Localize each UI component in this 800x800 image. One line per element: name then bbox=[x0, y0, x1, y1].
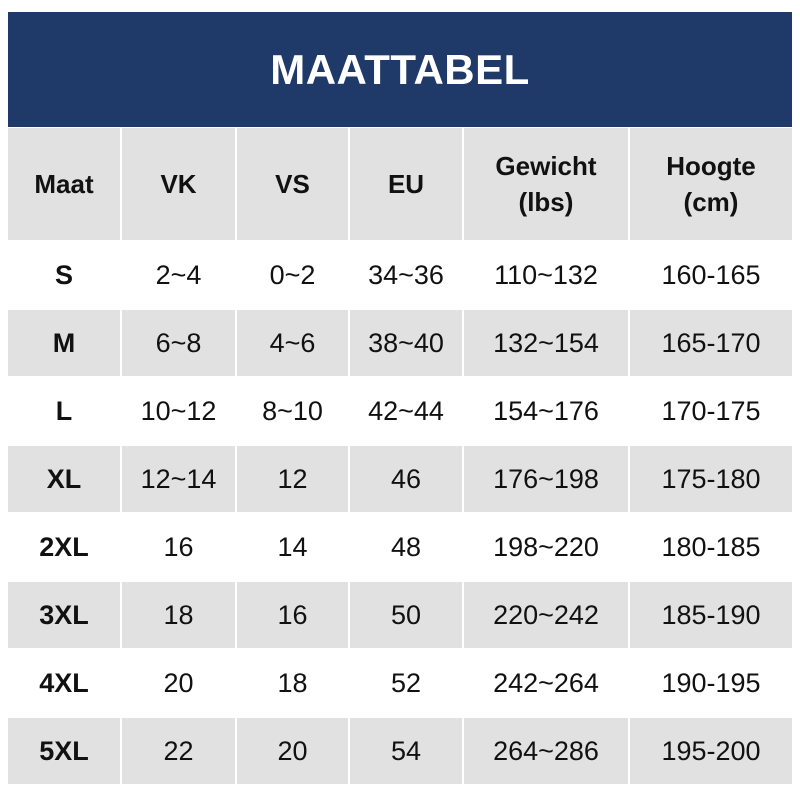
table-cell: 176~198 bbox=[464, 446, 628, 512]
table-cell: 20 bbox=[237, 718, 348, 784]
table-cell: 195-200 bbox=[630, 718, 792, 784]
table-cell: 12~14 bbox=[122, 446, 235, 512]
table-cell: 175-180 bbox=[630, 446, 792, 512]
size-label: 5XL bbox=[8, 718, 120, 784]
table-row: 5XL 22 20 54 264~286 195-200 bbox=[8, 718, 792, 784]
table-cell: 18 bbox=[122, 582, 235, 648]
table-body: S 2~4 0~2 34~36 110~132 160-165 M 6~8 4~6 38~40 13… bbox=[8, 242, 792, 784]
table-cell: 16 bbox=[122, 514, 235, 580]
table-cell: 54 bbox=[350, 718, 462, 784]
table-cell: 12 bbox=[237, 446, 348, 512]
size-table: Maat VK VS EU Gewicht (lbs) Hoogte (cm) S 2~4 0… bbox=[6, 126, 794, 786]
column-header-text: Gewicht (lbs) bbox=[495, 151, 597, 217]
table-cell: 242~264 bbox=[464, 650, 628, 716]
size-label: 3XL bbox=[8, 582, 120, 648]
table-cell: 38~40 bbox=[350, 310, 462, 376]
table-row: 4XL 20 18 52 242~264 190-195 bbox=[8, 650, 792, 716]
size-label: 4XL bbox=[8, 650, 120, 716]
size-label: L bbox=[8, 378, 120, 444]
column-header-text: Hoogte (cm) bbox=[666, 151, 756, 217]
header-banner: MAATTABEL bbox=[8, 12, 792, 127]
table-cell: 52 bbox=[350, 650, 462, 716]
table-cell: 198~220 bbox=[464, 514, 628, 580]
column-header: Maat bbox=[8, 128, 120, 240]
table-cell: 4~6 bbox=[237, 310, 348, 376]
table-row: L 10~12 8~10 42~44 154~176 170-175 bbox=[8, 378, 792, 444]
table-row: XL 12~14 12 46 176~198 175-180 bbox=[8, 446, 792, 512]
column-header-text: EU bbox=[387, 169, 425, 199]
size-label: M bbox=[8, 310, 120, 376]
table-cell: 110~132 bbox=[464, 242, 628, 308]
table-row: 2XL 16 14 48 198~220 180-185 bbox=[8, 514, 792, 580]
header-row: Maat VK VS EU Gewicht (lbs) Hoogte (cm) bbox=[8, 128, 792, 240]
table-cell: 6~8 bbox=[122, 310, 235, 376]
column-header-text: VS bbox=[275, 169, 310, 199]
column-header: VS bbox=[237, 128, 348, 240]
column-header-text: VK bbox=[160, 169, 197, 199]
table-cell: 190-195 bbox=[630, 650, 792, 716]
table-cell: 180-185 bbox=[630, 514, 792, 580]
table-cell: 14 bbox=[237, 514, 348, 580]
table-cell: 165-170 bbox=[630, 310, 792, 376]
table-cell: 0~2 bbox=[237, 242, 348, 308]
title: MAATTABEL bbox=[270, 45, 530, 93]
table-cell: 185-190 bbox=[630, 582, 792, 648]
table-cell: 264~286 bbox=[464, 718, 628, 784]
table-cell: 220~242 bbox=[464, 582, 628, 648]
table-cell: 160-165 bbox=[630, 242, 792, 308]
size-label: XL bbox=[8, 446, 120, 512]
table-cell: 16 bbox=[237, 582, 348, 648]
table-cell: 2~4 bbox=[122, 242, 235, 308]
table-row: M 6~8 4~6 38~40 132~154 165-170 bbox=[8, 310, 792, 376]
table-row: 3XL 18 16 50 220~242 185-190 bbox=[8, 582, 792, 648]
table-cell: 18 bbox=[237, 650, 348, 716]
column-header: VK bbox=[122, 128, 235, 240]
table-cell: 8~10 bbox=[237, 378, 348, 444]
table-cell: 170-175 bbox=[630, 378, 792, 444]
table-cell: 50 bbox=[350, 582, 462, 648]
column-header: Hoogte (cm) bbox=[630, 128, 792, 240]
table-row: S 2~4 0~2 34~36 110~132 160-165 bbox=[8, 242, 792, 308]
column-header: EU bbox=[350, 128, 462, 240]
table-cell: 10~12 bbox=[122, 378, 235, 444]
table-cell: 154~176 bbox=[464, 378, 628, 444]
table-cell: 48 bbox=[350, 514, 462, 580]
table-cell: 46 bbox=[350, 446, 462, 512]
column-header-text: Maat bbox=[34, 169, 94, 199]
table-cell: 22 bbox=[122, 718, 235, 784]
column-header: Gewicht (lbs) bbox=[464, 128, 628, 240]
table-cell: 20 bbox=[122, 650, 235, 716]
table-cell: 132~154 bbox=[464, 310, 628, 376]
table-cell: 34~36 bbox=[350, 242, 462, 308]
table-cell: 42~44 bbox=[350, 378, 462, 444]
size-label: S bbox=[8, 242, 120, 308]
size-label: 2XL bbox=[8, 514, 120, 580]
